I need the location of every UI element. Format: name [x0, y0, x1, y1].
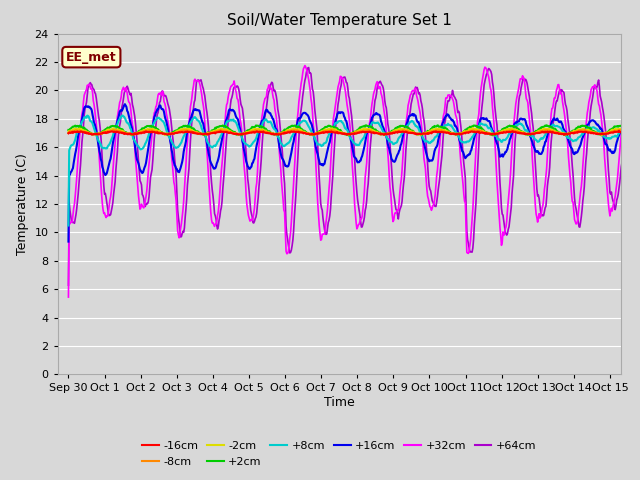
+64cm [239, 106, 246, 111]
+2cm [419, 132, 426, 138]
-2cm [598, 132, 605, 138]
-8cm [289, 128, 297, 133]
-2cm [239, 131, 246, 137]
+32cm [289, 194, 297, 200]
Line: +64cm: +64cm [68, 68, 640, 285]
-8cm [328, 127, 335, 133]
-8cm [239, 131, 246, 137]
Line: +32cm: +32cm [68, 66, 640, 297]
+2cm [239, 132, 246, 138]
+16cm [290, 139, 298, 144]
+8cm [268, 121, 276, 127]
+32cm [65, 294, 72, 300]
+64cm [305, 65, 312, 71]
+32cm [450, 102, 458, 108]
-16cm [267, 131, 275, 136]
-16cm [380, 132, 388, 138]
+32cm [132, 164, 140, 170]
+32cm [239, 137, 246, 143]
+2cm [346, 132, 353, 138]
-2cm [132, 131, 140, 136]
+8cm [450, 127, 458, 132]
Line: +2cm: +2cm [68, 125, 640, 135]
-16cm [65, 131, 72, 136]
-2cm [267, 131, 275, 137]
+2cm [289, 123, 297, 129]
-8cm [451, 131, 459, 137]
+32cm [301, 63, 308, 69]
Line: -8cm: -8cm [68, 130, 640, 135]
+8cm [133, 142, 141, 147]
Line: +16cm: +16cm [68, 104, 640, 241]
+8cm [239, 138, 247, 144]
+16cm [133, 156, 141, 162]
-16cm [289, 129, 297, 135]
+32cm [418, 125, 426, 131]
-2cm [449, 131, 457, 137]
-8cm [419, 131, 426, 137]
+32cm [267, 85, 275, 91]
Line: -16cm: -16cm [68, 131, 640, 135]
-2cm [469, 125, 477, 131]
-16cm [418, 131, 426, 137]
+16cm [239, 141, 247, 146]
-2cm [289, 126, 297, 132]
+2cm [132, 131, 140, 136]
+64cm [65, 282, 72, 288]
-16cm [239, 131, 246, 137]
+8cm [119, 113, 127, 119]
+8cm [418, 132, 426, 138]
Text: EE_met: EE_met [66, 51, 116, 64]
Line: -2cm: -2cm [68, 128, 640, 135]
-2cm [65, 129, 72, 135]
-8cm [346, 132, 354, 138]
+2cm [65, 127, 72, 133]
-8cm [65, 130, 72, 136]
+2cm [362, 122, 370, 128]
+16cm [121, 101, 129, 107]
Title: Soil/Water Temperature Set 1: Soil/Water Temperature Set 1 [227, 13, 452, 28]
+16cm [268, 113, 276, 119]
+64cm [132, 129, 140, 134]
-16cm [132, 131, 140, 136]
+64cm [267, 81, 275, 87]
+64cm [418, 101, 426, 107]
+16cm [65, 239, 72, 244]
-8cm [267, 131, 275, 137]
-16cm [615, 128, 623, 134]
+8cm [65, 223, 72, 228]
X-axis label: Time: Time [324, 396, 355, 409]
+16cm [418, 132, 426, 138]
-16cm [450, 131, 458, 136]
+64cm [289, 237, 297, 243]
-2cm [417, 132, 425, 138]
+2cm [451, 131, 459, 137]
+16cm [450, 120, 458, 125]
+2cm [267, 130, 275, 136]
Legend: -16cm, -8cm, -2cm, +2cm, +8cm, +16cm, +32cm, +64cm: -16cm, -8cm, -2cm, +2cm, +8cm, +16cm, +3… [138, 437, 541, 471]
Line: +8cm: +8cm [68, 116, 640, 226]
+64cm [450, 94, 458, 99]
+8cm [290, 131, 298, 136]
-8cm [132, 131, 140, 137]
Y-axis label: Temperature (C): Temperature (C) [16, 153, 29, 255]
